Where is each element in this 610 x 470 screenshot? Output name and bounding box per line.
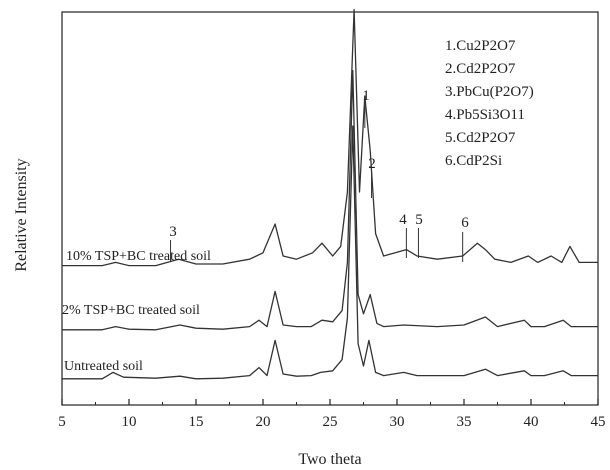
legend-item-2: 2.Cd2P2O7 <box>445 61 516 77</box>
series-line-2 <box>62 69 598 331</box>
x-tick-label: 40 <box>524 414 539 430</box>
x-axis: 5 10 15 20 25 30 35 40 45 <box>58 399 606 430</box>
legend-item-3: 3.PbCu(P2O7) <box>445 84 534 100</box>
peak-marker-label: 2 <box>368 156 376 172</box>
x-axis-title: Two theta <box>298 451 361 468</box>
plot-frame <box>61 11 599 406</box>
legend-item-1: 1.Cu2P2O7 <box>445 38 516 54</box>
x-tick-label: 20 <box>256 414 271 430</box>
peak-marker-label: 1 <box>362 88 370 104</box>
x-tick-label: 15 <box>189 414 204 430</box>
legend-item-6: 6.CdP2Si <box>445 153 502 169</box>
legend-item-4: 4.Pb5Si3O11 <box>445 107 525 123</box>
series-line-3 <box>62 8 598 267</box>
legend-item-5: 5.Cd2P2O7 <box>445 130 516 146</box>
peak-marker-label: 3 <box>169 224 177 240</box>
x-tick-label: 10 <box>122 414 137 430</box>
series-label-2pct: 2% TSP+BC treated soil <box>62 303 200 318</box>
peak-marker-label: 6 <box>461 215 469 231</box>
series-label-10pct: 10% TSP+BC treated soil <box>66 249 211 264</box>
x-tick-label: 25 <box>323 414 338 430</box>
phase-legend: 1.Cu2P2O7 2.Cd2P2O7 3.PbCu(P2O7) 4.Pb5Si… <box>445 38 534 169</box>
x-tick-label: 45 <box>591 414 606 430</box>
x-tick-label: 30 <box>390 414 405 430</box>
peak-markers: 1 2 3 4 5 6 <box>169 88 469 262</box>
x-tick-label: 35 <box>457 414 472 430</box>
series-label-untreated: Untreated soil <box>64 359 143 374</box>
peak-marker-label: 4 <box>399 212 407 228</box>
series-group <box>62 8 598 380</box>
y-axis-title: Relative Intensity <box>13 158 30 271</box>
series-line-1 <box>62 125 598 380</box>
x-tick-label: 5 <box>58 414 66 430</box>
peak-marker-label: 5 <box>415 212 423 228</box>
